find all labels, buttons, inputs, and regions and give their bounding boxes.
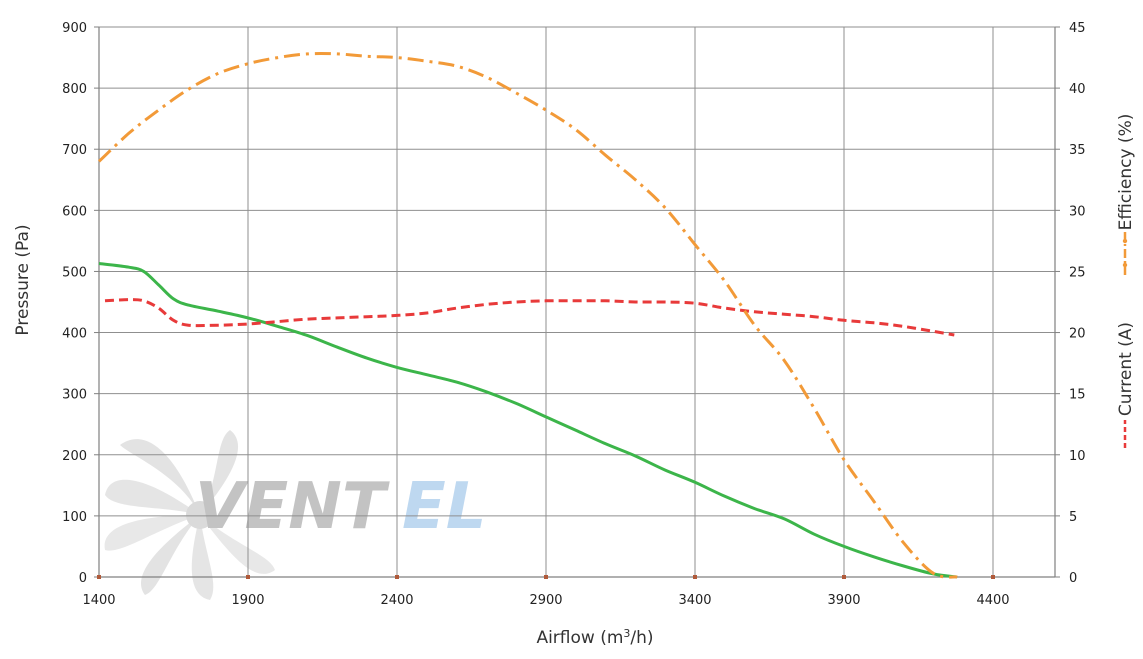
x-tick-mark xyxy=(544,575,548,579)
x-axis-title-sup: 3 xyxy=(623,627,630,640)
y2-tick-labels: 0 5 10 15 20 25 30 35 40 45 xyxy=(1069,21,1086,586)
brand-text-left: VENT xyxy=(195,470,390,544)
y2-axis-title-efficiency: Efficiency (%) xyxy=(1116,114,1136,231)
x-tick-mark xyxy=(693,575,697,579)
grid-lines xyxy=(99,26,1055,577)
brand-watermark: VENT EL xyxy=(104,430,487,600)
x-tick-label: 1400 xyxy=(82,593,115,608)
brand-text-right: EL xyxy=(402,470,487,544)
y2-tick-label: 5 xyxy=(1069,510,1077,525)
x-tick-mark xyxy=(97,575,101,579)
x-tick-label: 2900 xyxy=(529,593,562,608)
y-axis-title: Pressure (Pa) xyxy=(13,224,33,335)
x-tick-mark xyxy=(991,575,995,579)
y-tick-label: 300 xyxy=(62,388,87,403)
y-tick-label: 200 xyxy=(62,449,87,464)
legend-efficiency: Efficiency (%) xyxy=(1116,114,1136,275)
x-axis-title-end: /h) xyxy=(630,628,653,648)
y2-tick-label: 25 xyxy=(1069,265,1086,280)
x-tick-label: 4400 xyxy=(976,593,1009,608)
y2-tick-label: 0 xyxy=(1069,571,1077,586)
series-line-current xyxy=(104,298,955,337)
y-tick-label: 900 xyxy=(62,21,87,36)
x-tick-mark xyxy=(246,575,250,579)
y-tick-label: 100 xyxy=(62,510,87,525)
y2-tick-label: 20 xyxy=(1069,327,1086,342)
y-tick-labels: 0 100 200 300 400 500 600 700 800 900 xyxy=(62,21,87,586)
axes xyxy=(94,26,1060,579)
legend-efficiency-marker xyxy=(1122,262,1128,268)
x-tick-label: 3900 xyxy=(827,593,860,608)
y2-axis-title-current: Current (A) xyxy=(1116,322,1136,416)
legend-efficiency-marker xyxy=(1122,238,1128,244)
y2-tick-label: 40 xyxy=(1069,82,1086,97)
series-line-pressure xyxy=(98,262,958,579)
y-tick-label: 0 xyxy=(79,571,87,586)
y2-tick-label: 15 xyxy=(1069,388,1086,403)
x-tick-label: 1900 xyxy=(231,593,264,608)
legend-current: Current (A) xyxy=(1116,322,1136,448)
y-tick-label: 500 xyxy=(62,265,87,280)
x-tick-mark xyxy=(842,575,846,579)
y2-tick-label: 30 xyxy=(1069,204,1086,219)
x-tick-mark xyxy=(395,575,399,579)
series-line-efficiency xyxy=(97,52,958,579)
x-axis-title: Airflow (m3/h) xyxy=(536,627,653,648)
x-tick-label: 2400 xyxy=(380,593,413,608)
fan-watermark-icon xyxy=(104,430,275,600)
y-tick-label: 400 xyxy=(62,327,87,342)
x-tick-label: 3400 xyxy=(678,593,711,608)
y2-tick-label: 45 xyxy=(1069,21,1086,36)
y-tick-label: 800 xyxy=(62,82,87,97)
series-lines xyxy=(97,52,958,579)
y-tick-label: 600 xyxy=(62,204,87,219)
y2-tick-label: 35 xyxy=(1069,143,1086,158)
y-tick-label: 700 xyxy=(62,143,87,158)
x-tick-labels: 1400 1900 2400 2900 3400 3900 4400 xyxy=(82,593,1009,608)
y2-tick-label: 10 xyxy=(1069,449,1086,464)
x-axis-title-main: Airflow (m xyxy=(536,628,623,648)
